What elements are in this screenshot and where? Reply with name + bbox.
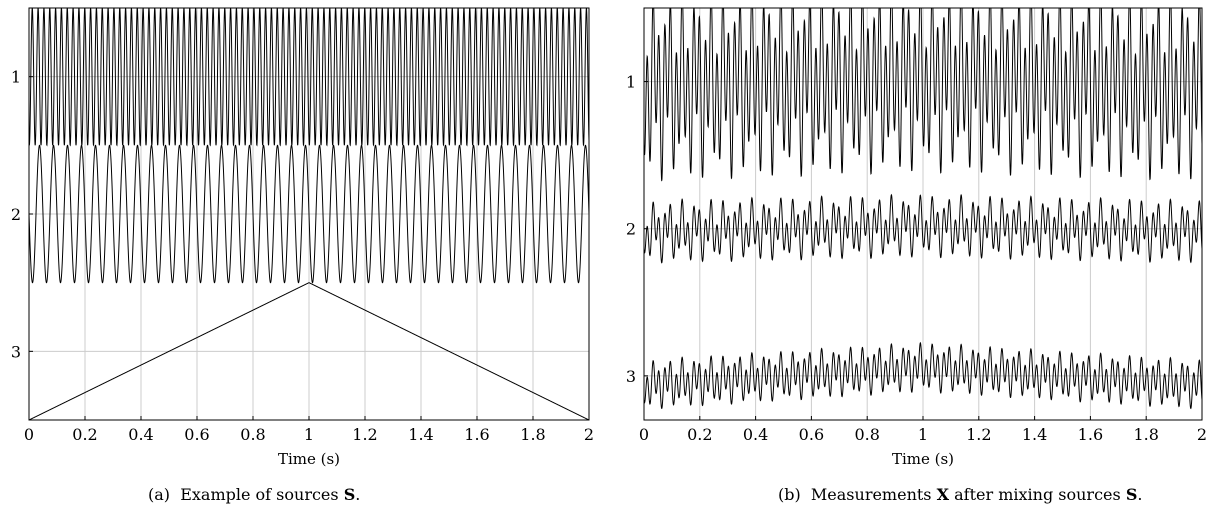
x-tick-label: 1 (918, 425, 928, 444)
series-line-channel-1 (29, 8, 589, 147)
x-tick-label: 2 (584, 425, 594, 444)
ticks-a: 0 0.2 0.4 0.6 0.8 1 1.2 1.4 1.6 1.8 2 1 2 3 (11, 68, 594, 444)
x-tick-label: 0.4 (743, 425, 768, 444)
y-tick-label: 3 (626, 367, 636, 386)
x-tick-label: 1 (304, 425, 314, 444)
panel-b: 0 0.2 0.4 0.6 0.8 1 1.2 1.4 1.6 1.8 2 1 2 3 Time (s) (626, 7, 1207, 468)
series-line-channel-1 (644, 8, 1202, 182)
caption-b-text: Measurements (810, 485, 932, 504)
x-axis-label-a: Time (s) (278, 450, 340, 468)
x-tick-label: 0 (639, 425, 649, 444)
caption-b-bold1: X (936, 485, 950, 504)
x-tick-label: 1.6 (464, 425, 489, 444)
caption-a-suffix: . (355, 485, 361, 504)
x-tick-label: 1.6 (1078, 425, 1103, 444)
series-line-channel-3 (644, 341, 1202, 410)
x-tick-label: 1.8 (1133, 425, 1158, 444)
x-tick-label: 0.6 (184, 425, 209, 444)
series-line-channel-2 (29, 144, 589, 284)
x-tick-label: 1.4 (1022, 425, 1047, 444)
y-tick-label: 2 (626, 220, 636, 239)
series-lines-b (644, 8, 1202, 410)
caption-a-bold: S (343, 485, 356, 504)
x-tick-label: 0.8 (854, 425, 879, 444)
series-line-channel-2 (644, 193, 1202, 264)
x-tick-label: 1.8 (520, 425, 545, 444)
y-tick-label: 2 (11, 205, 21, 224)
x-tick-label: 0.8 (240, 425, 265, 444)
caption-b: (b) Measurements X after mixing sources … (778, 485, 1142, 504)
y-tick-label: 1 (11, 68, 21, 87)
series-line-channel-3 (29, 282, 589, 420)
x-tick-label: 0.6 (799, 425, 824, 444)
x-tick-label: 0.4 (128, 425, 153, 444)
x-axis-label-b: Time (s) (892, 450, 954, 468)
ticks-b: 0 0.2 0.4 0.6 0.8 1 1.2 1.4 1.6 1.8 2 1 2 3 (626, 73, 1207, 444)
caption-b-prefix: (b) (778, 485, 801, 504)
caption-a: (a) Example of sources S. (148, 485, 360, 504)
y-tick-label: 3 (11, 342, 21, 361)
caption-b-bold2: S (1125, 485, 1138, 504)
y-tick-label: 1 (626, 73, 636, 92)
x-tick-label: 0 (24, 425, 34, 444)
panel-a: 0 0.2 0.4 0.6 0.8 1 1.2 1.4 1.6 1.8 2 1 2 3 Time (s) (11, 7, 594, 468)
caption-b-suffix: . (1137, 485, 1143, 504)
x-tick-label: 2 (1197, 425, 1207, 444)
x-tick-label: 0.2 (72, 425, 97, 444)
x-tick-label: 1.2 (966, 425, 991, 444)
x-tick-label: 1.2 (352, 425, 377, 444)
caption-a-text: Example of sources (180, 485, 339, 504)
series-lines-a (29, 8, 589, 420)
caption-b-text2: after mixing sources (954, 485, 1121, 504)
x-tick-label: 0.2 (687, 425, 712, 444)
x-tick-label: 1.4 (408, 425, 433, 444)
caption-a-prefix: (a) (148, 485, 171, 504)
